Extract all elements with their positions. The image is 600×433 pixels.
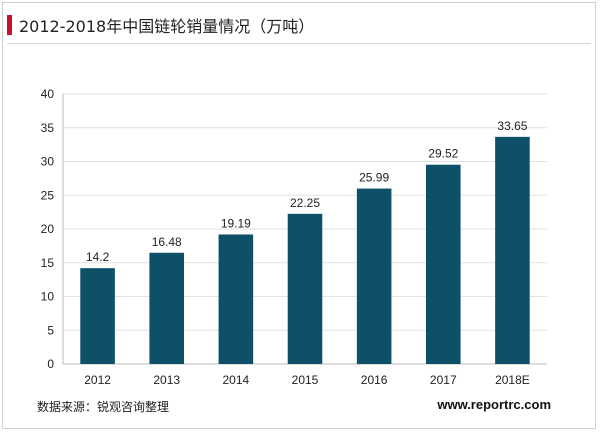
x-tick-label: 2012 [84,373,111,387]
x-tick-label: 2014 [223,373,250,387]
data-label: 33.65 [497,119,527,133]
y-tick-label: 0 [47,357,54,371]
y-tick-label: 15 [41,256,55,270]
bar-chart: 14.2 16.48 19.19 22.25 25.99 29.52 33.65 0 5 10 1… [41,87,547,387]
y-tick-labels: 0 5 10 15 20 25 30 35 40 [41,87,55,371]
bar [287,213,323,364]
x-tick-label: 2015 [292,373,319,387]
x-tick-label: 2013 [153,373,180,387]
bar [356,188,392,364]
title-bar: 2012-2018年中国链轮销量情况（万吨） [3,3,595,44]
x-tick-label: 2018E [495,373,530,387]
x-tick-label: 2017 [430,373,457,387]
website-link[interactable]: www.reportrc.com [437,397,551,412]
data-label: 29.52 [428,147,458,161]
y-tick-label: 35 [41,121,55,135]
data-label: 19.19 [221,216,251,230]
x-tick-labels: 2012 2013 2014 2015 2016 2017 2018E [84,373,530,387]
bars [80,136,530,364]
title-divider [7,43,591,44]
data-label: 22.25 [290,196,320,210]
bar [218,234,254,364]
bar [495,136,530,364]
chart-frame: 2012-2018年中国链轮销量情况（万吨） 14.2 16.48 19.19 22.… [2,2,596,429]
source-note: 数据来源：锐观咨询整理 [37,400,170,414]
data-labels: 14.2 16.48 19.19 22.25 25.99 29.52 33.65 [86,119,528,264]
y-tick-label: 30 [41,155,55,169]
title-accent-bar [7,15,12,35]
y-tick-label: 10 [41,290,55,304]
bar [80,268,115,364]
chart-title: 2012-2018年中国链轮销量情况（万吨） [19,17,315,36]
y-tick-label: 20 [41,222,55,236]
y-tick-label: 25 [41,188,55,202]
data-label: 14.2 [86,250,110,264]
gridlines [63,93,547,331]
bar [426,164,461,364]
bar [149,252,184,364]
y-tick-label: 5 [47,323,54,337]
x-tick-label: 2016 [361,373,388,387]
data-label: 16.48 [152,235,182,249]
y-tick-label: 40 [41,87,55,101]
data-label: 25.99 [359,171,389,185]
